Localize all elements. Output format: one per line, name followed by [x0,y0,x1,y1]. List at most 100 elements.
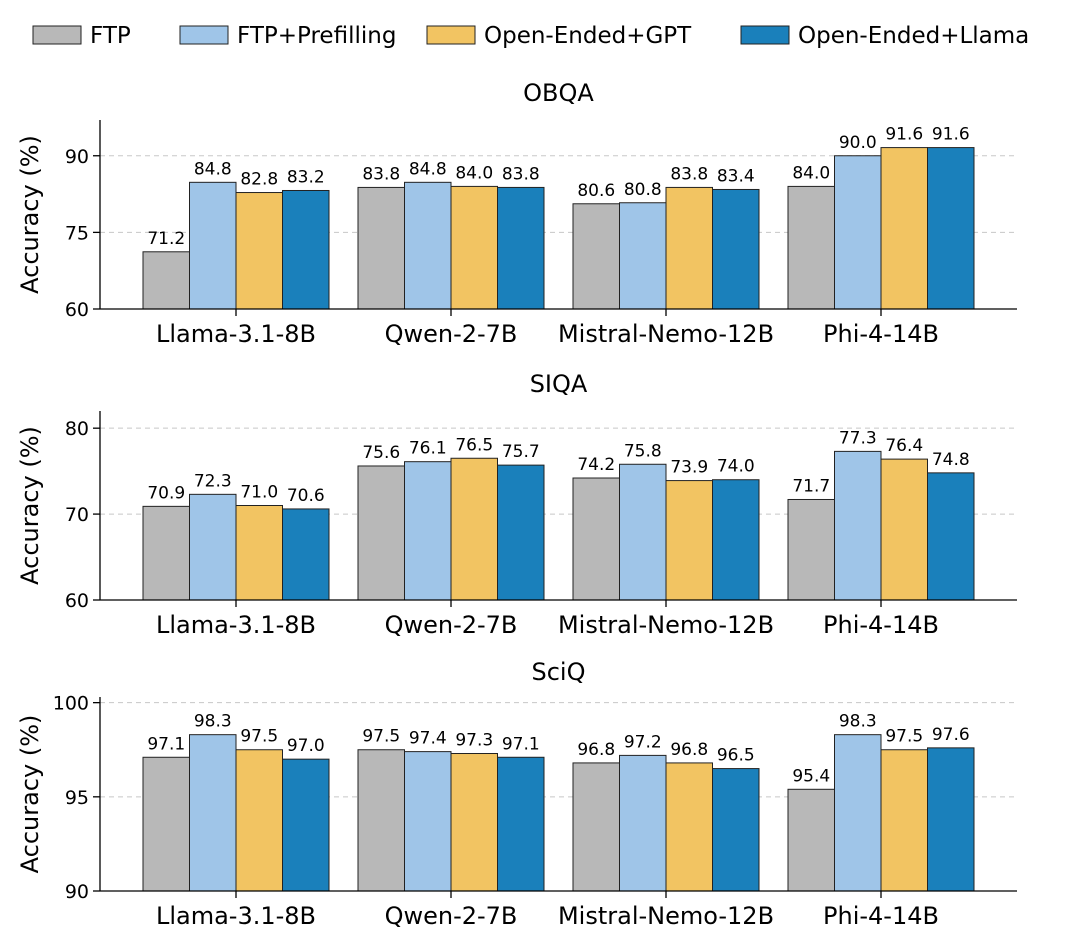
bar-obqa-mistral-nemo-12b-open-ended-llama [712,188,760,310]
legend-swatch-ftp [32,25,82,45]
legend-swatch-open-ended-gpt [426,25,476,45]
value-label-siqa-qwen-2-7b-ftp-prefilling: 76.1 [409,439,447,459]
bar-sciq-qwen-2-7b-ftp [357,749,405,892]
value-label-siqa-phi-4-14b-ftp: 71.7 [792,476,830,496]
panel-title-obqa: OBQA [523,79,594,107]
value-label-obqa-mistral-nemo-12b-ftp-prefilling: 80.8 [624,180,662,200]
x-tick-label-obqa-phi-4-14b: Phi-4-14B [823,320,939,348]
y-tick-label-siqa-60: 60 [65,590,89,612]
value-label-siqa-llama-3-1-8b-ftp-prefilling: 72.3 [194,471,232,491]
legend-label-open-ended-gpt: Open-Ended+GPT [484,23,692,49]
x-tick-label-siqa-phi-4-14b: Phi-4-14B [823,611,939,639]
value-label-obqa-phi-4-14b-open-ended-llama: 91.6 [932,125,970,145]
value-label-obqa-llama-3-1-8b-ftp-prefilling: 84.8 [194,159,232,179]
value-label-sciq-qwen-2-7b-open-ended-gpt: 97.3 [455,731,493,751]
bar-sciq-llama-3-1-8b-ftp-prefilling [189,734,237,892]
bar-sciq-mistral-nemo-12b-ftp [572,762,620,892]
bar-obqa-llama-3-1-8b-open-ended-llama [282,189,330,310]
value-label-siqa-llama-3-1-8b-ftp: 70.9 [147,483,185,503]
y-tick-label-sciq-90: 90 [65,881,89,903]
value-label-sciq-qwen-2-7b-open-ended-llama: 97.1 [502,734,540,754]
value-label-obqa-phi-4-14b-open-ended-gpt: 91.6 [885,125,923,145]
bar-siqa-llama-3-1-8b-open-ended-llama [282,508,330,601]
bar-siqa-phi-4-14b-open-ended-gpt [880,458,928,601]
bar-sciq-phi-4-14b-open-ended-llama [927,747,975,892]
x-tick-label-sciq-mistral-nemo-12b: Mistral-Nemo-12B [558,902,774,930]
legend-label-open-ended-llama: Open-Ended+Llama [798,23,1029,49]
value-label-siqa-phi-4-14b-open-ended-gpt: 76.4 [885,436,923,456]
bar-obqa-llama-3-1-8b-ftp [142,251,190,310]
value-label-siqa-mistral-nemo-12b-ftp-prefilling: 75.8 [624,441,662,461]
x-tick-label-siqa-llama-3-1-8b: Llama-3.1-8B [156,611,316,639]
y-tick-label-sciq-95: 95 [65,787,89,809]
bar-obqa-qwen-2-7b-ftp-prefilling [404,181,452,310]
value-label-sciq-phi-4-14b-open-ended-gpt: 97.5 [885,727,923,747]
panel-sciq: 90 95 100 97.1 97.5 96.8 95.4 98.3 97.4 97.2 98.3 9… [16,658,1017,930]
value-label-sciq-phi-4-14b-open-ended-llama: 97.6 [932,725,970,745]
value-label-obqa-phi-4-14b-ftp: 84.0 [792,163,830,183]
value-label-sciq-mistral-nemo-12b-ftp: 96.8 [577,740,615,760]
value-label-sciq-llama-3-1-8b-open-ended-llama: 97.0 [287,736,325,756]
bar-sciq-phi-4-14b-ftp [787,788,835,892]
legend-entry-ftp: FTP [32,23,131,49]
y-tick-label-siqa-80: 80 [65,418,89,440]
bar-obqa-mistral-nemo-12b-ftp [572,203,620,310]
bar-obqa-qwen-2-7b-open-ended-gpt [450,185,498,310]
x-tick-label-obqa-qwen-2-7b: Qwen-2-7B [385,320,518,348]
legend: FTP FTP+Prefilling Open-Ended+GPT Open-Ende… [32,23,1029,49]
bar-siqa-phi-4-14b-ftp-prefilling [834,450,882,601]
value-label-obqa-mistral-nemo-12b-open-ended-llama: 83.4 [717,166,755,186]
legend-swatch-ftp-prefilling [179,25,229,45]
bar-siqa-llama-3-1-8b-open-ended-gpt [235,505,283,601]
y-axis-label-obqa: Accuracy (%) [16,135,44,294]
value-label-sciq-phi-4-14b-ftp-prefilling: 98.3 [839,712,877,732]
panel-title-siqa: SIQA [530,370,588,398]
bar-sciq-qwen-2-7b-open-ended-gpt [450,753,498,892]
value-label-obqa-qwen-2-7b-open-ended-gpt: 84.0 [455,163,493,183]
value-label-sciq-llama-3-1-8b-ftp-prefilling: 98.3 [194,712,232,732]
bar-obqa-phi-4-14b-open-ended-llama [927,147,975,310]
value-label-siqa-llama-3-1-8b-open-ended-gpt: 71.0 [240,483,278,503]
panel-title-sciq: SciQ [532,658,586,686]
bar-obqa-qwen-2-7b-open-ended-llama [497,186,545,310]
value-label-siqa-qwen-2-7b-ftp: 75.6 [362,443,400,463]
bar-sciq-phi-4-14b-ftp-prefilling [834,734,882,892]
legend-label-ftp: FTP [90,23,131,49]
y-tick-label-obqa-75: 75 [65,222,89,244]
bar-sciq-qwen-2-7b-open-ended-llama [497,756,545,892]
value-label-siqa-phi-4-14b-open-ended-llama: 74.8 [932,450,970,470]
bar-siqa-qwen-2-7b-ftp-prefilling [404,461,452,601]
bar-siqa-llama-3-1-8b-ftp-prefilling [189,493,237,601]
bar-siqa-phi-4-14b-open-ended-llama [927,472,975,601]
bar-sciq-mistral-nemo-12b-open-ended-llama [712,768,760,892]
x-tick-label-siqa-qwen-2-7b: Qwen-2-7B [385,611,518,639]
bar-sciq-phi-4-14b-open-ended-gpt [880,749,928,892]
value-label-sciq-mistral-nemo-12b-open-ended-gpt: 96.8 [670,740,708,760]
bar-siqa-qwen-2-7b-ftp [357,465,405,601]
y-tick-label-obqa-60: 60 [65,299,89,321]
x-tick-label-sciq-qwen-2-7b: Qwen-2-7B [385,902,518,930]
bar-sciq-llama-3-1-8b-open-ended-gpt [235,749,283,892]
value-label-siqa-llama-3-1-8b-open-ended-llama: 70.6 [287,486,325,506]
legend-label-ftp-prefilling: FTP+Prefilling [237,23,396,49]
x-tick-label-sciq-llama-3-1-8b: Llama-3.1-8B [156,902,316,930]
value-label-obqa-phi-4-14b-ftp-prefilling: 90.0 [839,133,877,153]
bar-siqa-qwen-2-7b-open-ended-llama [497,464,545,601]
bar-obqa-llama-3-1-8b-ftp-prefilling [189,181,237,310]
y-tick-label-siqa-70: 70 [65,504,89,526]
y-axis-label-sciq: Accuracy (%) [16,715,44,874]
value-label-siqa-qwen-2-7b-open-ended-llama: 75.7 [502,442,540,462]
legend-entry-open-ended-llama: Open-Ended+Llama [740,23,1029,49]
legend-entry-ftp-prefilling: FTP+Prefilling [179,23,396,49]
value-label-sciq-qwen-2-7b-ftp: 97.5 [362,727,400,747]
panel-obqa: 60 75 90 71.2 83.8 80.6 84.0 84.8 84.8 80.8 90.0 82… [16,79,1017,348]
panel-siqa: 60 70 80 70.9 75.6 74.2 71.7 72.3 76.1 75.8 77.3 71… [16,370,1017,639]
bar-obqa-phi-4-14b-ftp [787,185,835,310]
chart-panels: 60 75 90 71.2 83.8 80.6 84.0 84.8 84.8 80.8 90.0 82… [16,79,1017,930]
x-tick-label-obqa-mistral-nemo-12b: Mistral-Nemo-12B [558,320,774,348]
value-label-sciq-llama-3-1-8b-open-ended-gpt: 97.5 [240,727,278,747]
bar-sciq-qwen-2-7b-ftp-prefilling [404,751,452,892]
value-label-obqa-llama-3-1-8b-open-ended-gpt: 82.8 [240,170,278,190]
bar-sciq-llama-3-1-8b-open-ended-llama [282,758,330,892]
x-tick-label-siqa-mistral-nemo-12b: Mistral-Nemo-12B [558,611,774,639]
